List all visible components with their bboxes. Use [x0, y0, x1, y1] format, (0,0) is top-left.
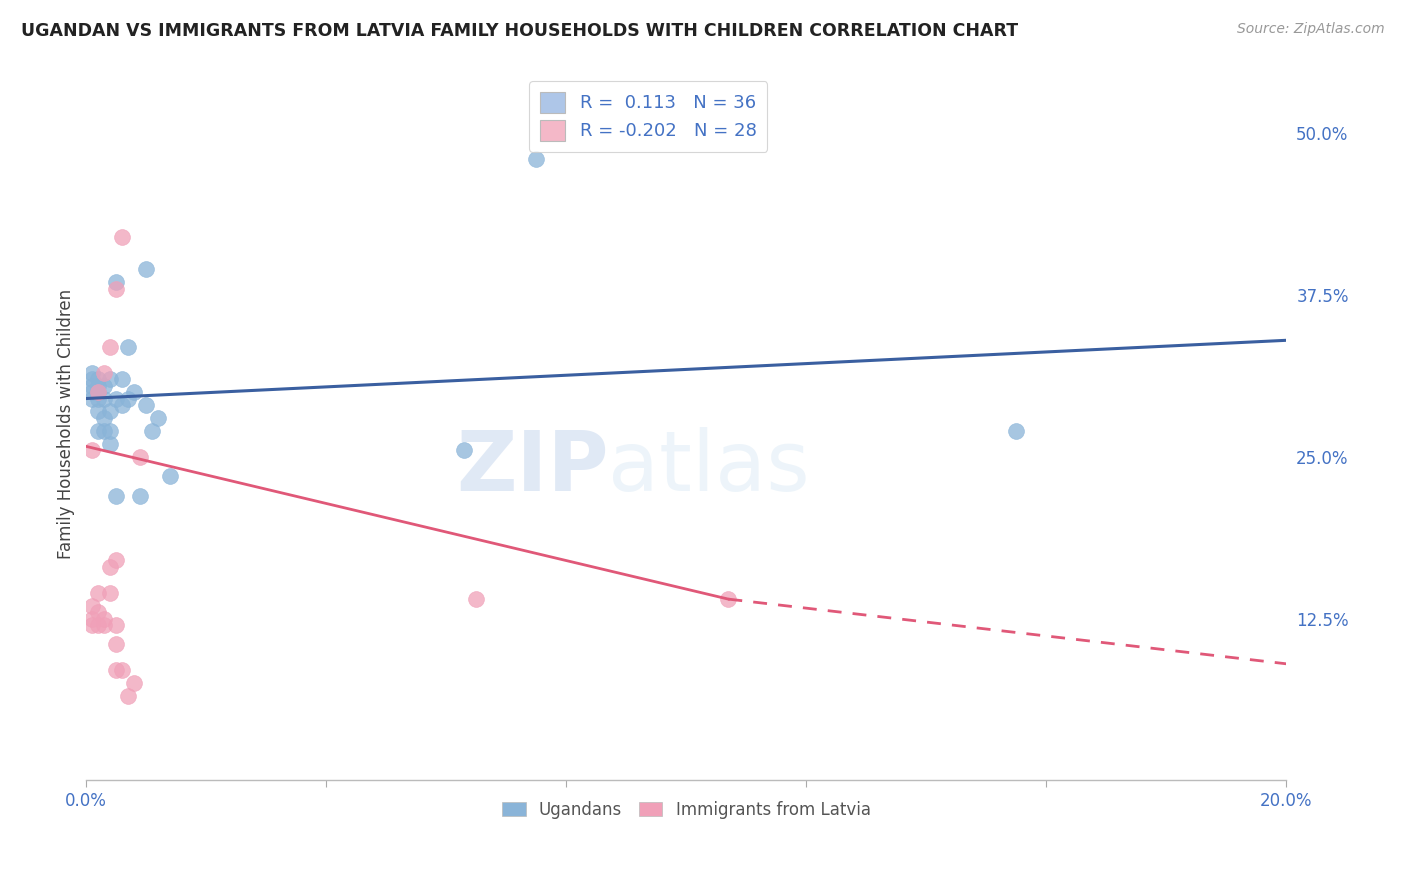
Text: UGANDAN VS IMMIGRANTS FROM LATVIA FAMILY HOUSEHOLDS WITH CHILDREN CORRELATION CH: UGANDAN VS IMMIGRANTS FROM LATVIA FAMILY…: [21, 22, 1018, 40]
Legend: Ugandans, Immigrants from Latvia: Ugandans, Immigrants from Latvia: [495, 794, 877, 825]
Text: ZIP: ZIP: [456, 426, 609, 508]
Text: Source: ZipAtlas.com: Source: ZipAtlas.com: [1237, 22, 1385, 37]
Point: [98, 372, 121, 386]
Point: [82, 443, 104, 458]
Point: [87, 392, 110, 406]
Point: [87, 605, 110, 619]
Point: [82, 618, 104, 632]
Point: [117, 689, 139, 703]
Point: [82, 372, 104, 386]
Point: [105, 663, 128, 677]
Point: [105, 281, 128, 295]
Point: [111, 398, 134, 412]
Point: [93, 611, 115, 625]
Point: [135, 398, 157, 412]
Point: [111, 663, 134, 677]
Point: [87, 424, 110, 438]
Point: [105, 489, 128, 503]
Point: [129, 489, 152, 503]
Point: [82, 392, 104, 406]
Point: [98, 559, 121, 574]
Point: [87, 404, 110, 418]
Point: [98, 424, 121, 438]
Point: [98, 437, 121, 451]
Point: [98, 585, 121, 599]
Point: [93, 392, 115, 406]
Point: [105, 637, 128, 651]
Y-axis label: Family Households with Children: Family Households with Children: [58, 289, 75, 559]
Point: [87, 378, 110, 392]
Point: [141, 424, 163, 438]
Point: [82, 385, 104, 400]
Point: [524, 152, 547, 166]
Point: [465, 592, 488, 607]
Point: [98, 340, 121, 354]
Point: [87, 618, 110, 632]
Point: [117, 392, 139, 406]
Point: [717, 592, 740, 607]
Point: [159, 469, 181, 483]
Point: [453, 443, 475, 458]
Point: [87, 585, 110, 599]
Point: [117, 340, 139, 354]
Point: [93, 618, 115, 632]
Point: [148, 411, 170, 425]
Point: [87, 385, 110, 400]
Point: [93, 366, 115, 380]
Point: [82, 378, 104, 392]
Point: [82, 611, 104, 625]
Point: [93, 378, 115, 392]
Point: [135, 262, 157, 277]
Point: [124, 385, 146, 400]
Point: [105, 618, 128, 632]
Point: [93, 424, 115, 438]
Point: [105, 553, 128, 567]
Point: [105, 392, 128, 406]
Point: [124, 676, 146, 690]
Point: [129, 450, 152, 464]
Point: [87, 385, 110, 400]
Point: [82, 366, 104, 380]
Point: [93, 411, 115, 425]
Point: [111, 229, 134, 244]
Text: atlas: atlas: [609, 426, 810, 508]
Point: [98, 404, 121, 418]
Point: [87, 372, 110, 386]
Point: [82, 599, 104, 613]
Point: [1005, 424, 1028, 438]
Point: [111, 372, 134, 386]
Point: [105, 275, 128, 289]
